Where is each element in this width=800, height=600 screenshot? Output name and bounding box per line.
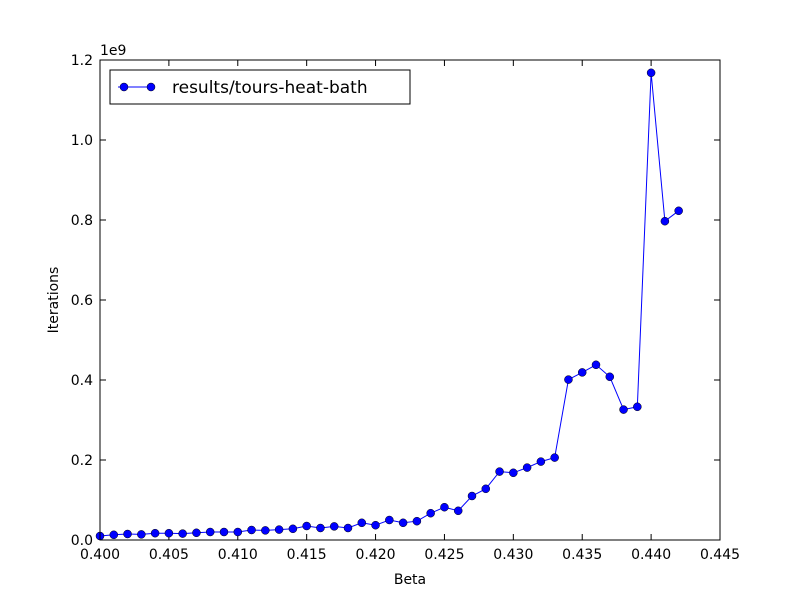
x-tick-label: 0.410: [218, 547, 258, 563]
x-tick-label: 0.435: [562, 547, 602, 563]
y-tick-label: 0.6: [71, 293, 93, 309]
data-point: [247, 525, 256, 535]
data-point: [316, 523, 325, 533]
legend-label: results/tours-heat-bath: [172, 78, 368, 98]
plot-frame: [99, 59, 721, 541]
data-point: [619, 405, 628, 414]
data-point: [495, 467, 504, 476]
data-point: [467, 491, 477, 501]
x-tick-label: 0.400: [80, 547, 120, 563]
data-point: [536, 457, 546, 466]
data-point: [660, 216, 670, 226]
series-layer: [95, 68, 683, 541]
legend-frame: [109, 69, 411, 105]
y-tick-label: 0.8: [71, 213, 93, 229]
x-tick-label: 0.405: [149, 547, 189, 563]
data-point: [192, 528, 201, 538]
data-point: [371, 520, 380, 530]
data-point: [591, 360, 601, 370]
data-point: [509, 468, 518, 478]
axis-tick-labels: 0.400 0.405 0.410 0.415 0.420 0.425 0.430 0.435…: [71, 53, 740, 563]
y-axis-label: Iterations: [46, 267, 62, 334]
legend: results/tours-heat-bath: [109, 69, 411, 105]
x-tick-label: 0.440: [631, 547, 671, 563]
data-point: [274, 525, 284, 534]
y-tick-label: 0.0: [71, 533, 93, 549]
y-tick-label: 0.2: [71, 453, 93, 469]
data-point: [605, 372, 615, 382]
data-point: [109, 530, 119, 540]
data-point: [164, 528, 174, 538]
data-point: [123, 529, 132, 539]
y-tick-label: 1.2: [71, 53, 93, 69]
legend-marker: [146, 82, 156, 92]
data-point: [564, 375, 573, 384]
data-point: [302, 521, 311, 531]
data-point: [412, 516, 422, 526]
data-point: [261, 526, 270, 535]
x-tick-label: 0.445: [700, 547, 740, 563]
data-point: [150, 528, 160, 538]
data-point: [288, 524, 298, 534]
data-point: [329, 522, 339, 531]
data-point: [440, 502, 449, 512]
data-point: [219, 527, 229, 537]
data-point: [481, 484, 491, 494]
data-point: [205, 527, 215, 537]
data-point: [426, 508, 435, 518]
data-point: [674, 206, 683, 216]
data-point: [646, 68, 656, 78]
x-tick-label: 0.415: [287, 547, 327, 563]
data-point: [357, 518, 367, 528]
data-point: [522, 463, 532, 472]
y-tick-label: 1.0: [71, 133, 93, 149]
data-point: [233, 527, 243, 537]
x-axis-label: Beta: [394, 572, 426, 588]
data-point: [385, 515, 394, 525]
data-point: [453, 506, 463, 516]
data-point: [398, 518, 408, 528]
y-offset-text: 1e9: [100, 43, 126, 59]
y-tick-label: 0.4: [71, 373, 93, 389]
data-point: [550, 453, 559, 462]
data-point: [137, 530, 146, 539]
data-point: [633, 402, 642, 412]
data-point: [577, 368, 587, 377]
plot-area: [100, 60, 720, 540]
x-tick-label: 0.420: [356, 547, 396, 563]
x-tick-label: 0.430: [493, 547, 533, 563]
x-tick-label: 0.425: [424, 547, 464, 563]
data-point: [343, 523, 353, 533]
data-point: [178, 529, 187, 538]
legend-marker: [119, 82, 129, 92]
